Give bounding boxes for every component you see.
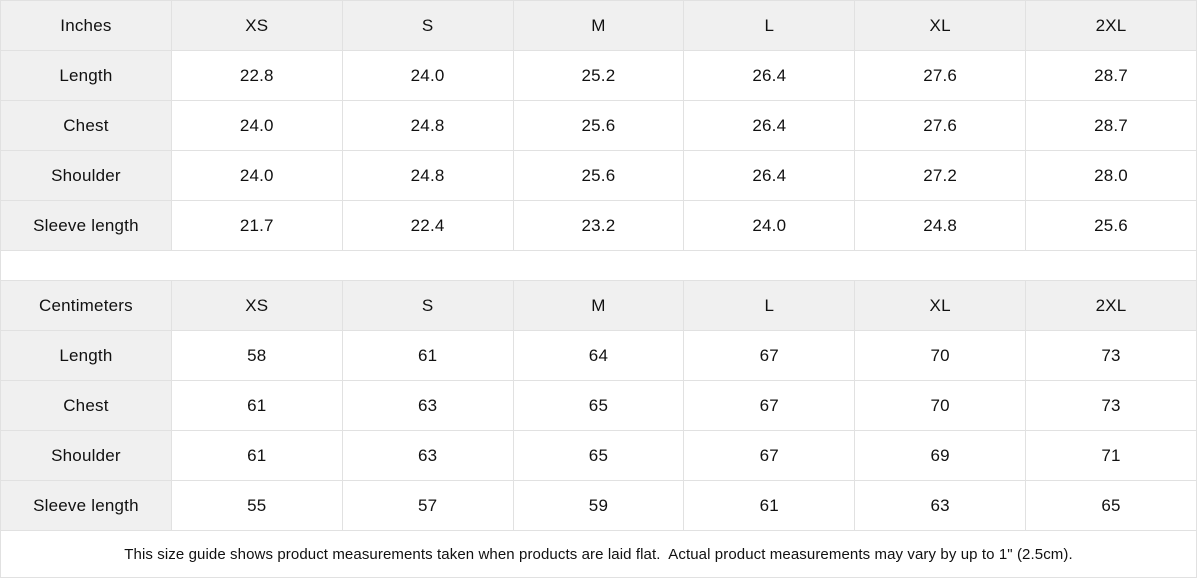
measurement-row: Chest 24.0 24.8 25.6 26.4 27.6 28.7 (0, 100, 1197, 151)
unit-label: Inches (0, 0, 172, 51)
measurement-row: Sleeve length 21.7 22.4 23.2 24.0 24.8 25.6 (0, 200, 1197, 251)
measurement-label: Chest (0, 100, 172, 151)
unit-label: Centimeters (0, 280, 172, 331)
measurement-value: 25.2 (512, 50, 685, 101)
measurement-value: 73 (1025, 380, 1197, 431)
measurement-value: 61 (170, 430, 343, 481)
measurement-value: 70 (854, 330, 1027, 381)
measurement-value: 67 (683, 330, 856, 381)
size-column-header: 2XL (1025, 280, 1197, 331)
measurement-value: 24.0 (683, 200, 856, 251)
measurement-row: Shoulder 61 63 65 67 69 71 (0, 430, 1197, 481)
measurement-label: Length (0, 330, 172, 381)
size-column-header: M (512, 0, 685, 51)
measurement-value: 55 (170, 480, 343, 531)
measurement-value: 65 (1025, 480, 1197, 531)
footer-note: This size guide shows product measuremen… (0, 530, 1197, 578)
measurement-value: 65 (512, 380, 685, 431)
measurement-value: 61 (683, 480, 856, 531)
measurement-value: 24.0 (170, 100, 343, 151)
measurement-value: 61 (170, 380, 343, 431)
measurement-value: 27.6 (854, 50, 1027, 101)
measurement-value: 24.0 (341, 50, 514, 101)
size-column-header: XL (854, 280, 1027, 331)
measurement-value: 27.6 (854, 100, 1027, 151)
measurement-value: 65 (512, 430, 685, 481)
measurement-value: 67 (683, 380, 856, 431)
size-header-row: Centimeters XS S M L XL 2XL (0, 280, 1197, 331)
measurement-value: 25.6 (512, 150, 685, 201)
measurement-value: 26.4 (683, 100, 856, 151)
measurement-row: Length 22.8 24.0 25.2 26.4 27.6 28.7 (0, 50, 1197, 101)
measurement-label: Shoulder (0, 150, 172, 201)
measurement-value: 67 (683, 430, 856, 481)
measurement-label: Chest (0, 380, 172, 431)
size-column-header: S (341, 0, 514, 51)
measurement-value: 73 (1025, 330, 1197, 381)
size-column-header: L (683, 280, 856, 331)
footer-note-row: This size guide shows product measuremen… (0, 530, 1197, 578)
measurement-value: 63 (341, 430, 514, 481)
measurement-label: Sleeve length (0, 200, 172, 251)
measurement-value: 61 (341, 330, 514, 381)
measurement-value: 26.4 (683, 150, 856, 201)
size-column-header: S (341, 280, 514, 331)
size-header-row: Inches XS S M L XL 2XL (0, 0, 1197, 51)
measurement-value: 27.2 (854, 150, 1027, 201)
measurement-label: Sleeve length (0, 480, 172, 531)
measurement-row: Shoulder 24.0 24.8 25.6 26.4 27.2 28.0 (0, 150, 1197, 201)
measurement-value: 28.0 (1025, 150, 1197, 201)
size-column-header: 2XL (1025, 0, 1197, 51)
measurement-value: 26.4 (683, 50, 856, 101)
size-column-header: L (683, 0, 856, 51)
measurement-value: 24.8 (341, 100, 514, 151)
measurement-value: 57 (341, 480, 514, 531)
measurement-row: Chest 61 63 65 67 70 73 (0, 380, 1197, 431)
measurement-value: 23.2 (512, 200, 685, 251)
measurement-value: 58 (170, 330, 343, 381)
measurement-value: 22.4 (341, 200, 514, 251)
measurement-value: 24.8 (854, 200, 1027, 251)
section-spacer-row (0, 250, 1197, 281)
size-column-header: M (512, 280, 685, 331)
measurement-value: 21.7 (170, 200, 343, 251)
measurement-label: Shoulder (0, 430, 172, 481)
measurement-value: 63 (854, 480, 1027, 531)
measurement-value: 24.0 (170, 150, 343, 201)
measurement-value: 22.8 (170, 50, 343, 101)
measurement-value: 24.8 (341, 150, 514, 201)
section-spacer (0, 250, 1197, 281)
size-column-header: XS (170, 280, 343, 331)
measurement-value: 25.6 (1025, 200, 1197, 251)
measurement-value: 70 (854, 380, 1027, 431)
measurement-row: Length 58 61 64 67 70 73 (0, 330, 1197, 381)
measurement-value: 71 (1025, 430, 1197, 481)
measurement-value: 28.7 (1025, 100, 1197, 151)
measurement-row: Sleeve length 55 57 59 61 63 65 (0, 480, 1197, 531)
measurement-value: 69 (854, 430, 1027, 481)
measurement-value: 64 (512, 330, 685, 381)
size-column-header: XL (854, 0, 1027, 51)
measurement-label: Length (0, 50, 172, 101)
measurement-value: 25.6 (512, 100, 685, 151)
measurement-value: 59 (512, 480, 685, 531)
measurement-value: 63 (341, 380, 514, 431)
size-column-header: XS (170, 0, 343, 51)
measurement-value: 28.7 (1025, 50, 1197, 101)
